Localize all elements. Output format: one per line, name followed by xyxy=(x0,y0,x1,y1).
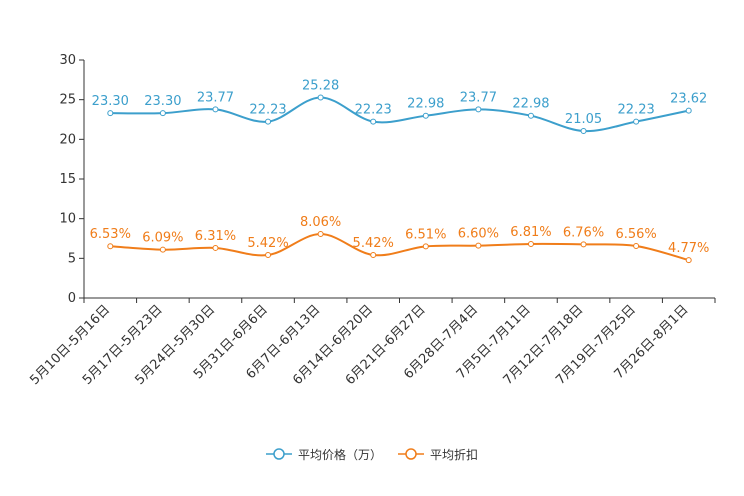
data-label: 23.77 xyxy=(460,90,497,105)
data-point[interactable] xyxy=(317,231,324,238)
data-point[interactable] xyxy=(212,244,219,251)
data-label: 23.30 xyxy=(144,94,181,109)
data-label: 25.28 xyxy=(302,78,339,93)
data-point[interactable] xyxy=(159,246,166,253)
data-point[interactable] xyxy=(212,106,219,113)
data-point[interactable] xyxy=(317,94,324,101)
y-tick-label: 10 xyxy=(59,212,76,227)
data-label: 22.98 xyxy=(407,97,444,112)
data-point[interactable] xyxy=(580,241,587,248)
legend: 平均价格（万） 平均折扣 xyxy=(0,444,744,464)
data-point[interactable] xyxy=(370,118,377,125)
y-tick-label: 0 xyxy=(68,291,76,306)
data-label: 5.42% xyxy=(247,236,288,251)
data-point[interactable] xyxy=(265,118,272,125)
data-label: 5.42% xyxy=(353,236,394,251)
data-label: 6.31% xyxy=(195,229,236,244)
data-point[interactable] xyxy=(685,257,692,264)
data-label: 22.23 xyxy=(355,103,392,118)
data-label: 8.06% xyxy=(300,215,341,230)
data-point[interactable] xyxy=(475,242,482,249)
data-label: 23.30 xyxy=(92,94,129,109)
legend-label: 平均价格（万） xyxy=(297,447,382,462)
y-tick-label: 25 xyxy=(59,93,76,108)
data-label: 23.62 xyxy=(670,92,707,107)
data-label: 6.51% xyxy=(405,227,446,242)
data-label: 6.09% xyxy=(142,231,183,246)
data-label: 21.05 xyxy=(565,112,602,127)
data-point[interactable] xyxy=(685,107,692,114)
legend-item-avg-discount[interactable]: 平均折扣 xyxy=(398,446,478,463)
legend-line-circle-icon xyxy=(398,448,424,460)
data-label: 6.53% xyxy=(90,227,131,242)
data-point[interactable] xyxy=(422,112,429,119)
data-point[interactable] xyxy=(107,243,114,250)
data-point[interactable] xyxy=(265,252,272,259)
data-label: 22.23 xyxy=(618,103,655,118)
data-point[interactable] xyxy=(527,112,534,119)
legend-label: 平均折扣 xyxy=(430,447,479,462)
series-avg-discount: 6.53% 6.09% 6.31% 5.42% 8.06% 5.42% 6.51% 6.60%… xyxy=(90,215,709,264)
x-ticks: 5月10日-5月16日5月17日-5月23日5月24日-5月30日5月31日-6… xyxy=(27,298,716,388)
data-label: 22.23 xyxy=(249,103,286,118)
data-point[interactable] xyxy=(633,242,640,249)
series-line xyxy=(110,233,689,262)
legend-line-circle-icon xyxy=(265,448,292,460)
data-label: 6.81% xyxy=(510,225,551,240)
legend-item-avg-price[interactable]: 平均价格（万） xyxy=(265,446,382,463)
data-point[interactable] xyxy=(159,110,166,117)
y-tick-label: 5 xyxy=(68,251,76,266)
data-label: 23.77 xyxy=(197,90,234,105)
y-tick-label: 15 xyxy=(59,172,76,187)
data-label: 4.77% xyxy=(668,241,709,256)
series-layer: 23.30 23.30 23.77 22.23 25.28 22.23 22.98 23.77… xyxy=(90,78,709,264)
data-label: 6.56% xyxy=(615,227,656,242)
series-avg-price: 23.30 23.30 23.77 22.23 25.28 22.23 22.98 23.77… xyxy=(92,78,707,135)
data-label: 6.76% xyxy=(563,225,604,240)
series-line xyxy=(110,96,689,133)
data-point[interactable] xyxy=(527,240,534,247)
data-label: 6.60% xyxy=(458,227,499,242)
y-tick-label: 20 xyxy=(59,132,76,147)
data-point[interactable] xyxy=(580,128,587,135)
data-point[interactable] xyxy=(370,252,377,259)
data-label: 22.98 xyxy=(512,97,549,112)
data-point[interactable] xyxy=(633,118,640,125)
y-ticks: 0 5 10 15 20 25 30 xyxy=(59,53,84,306)
data-point[interactable] xyxy=(422,243,429,250)
data-point[interactable] xyxy=(107,110,114,117)
y-tick-label: 30 xyxy=(59,53,76,68)
data-point[interactable] xyxy=(475,106,482,113)
